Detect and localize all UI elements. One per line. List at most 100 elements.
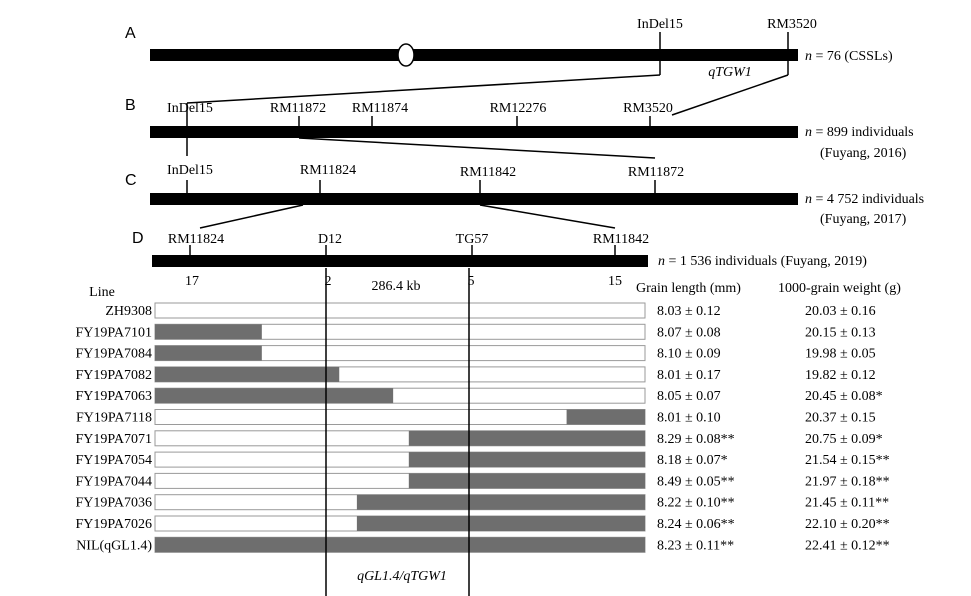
grain-length-value: 8.24 ± 0.06** xyxy=(657,517,735,532)
tgw-value: 21.97 ± 0.18** xyxy=(805,474,890,489)
genotype-row: FY19PA7071 8.29 ± 0.08** 20.75 ± 0.09* xyxy=(75,430,883,447)
grain-length-value: 8.01 ± 0.17 xyxy=(657,368,721,383)
introgression-segment xyxy=(356,494,645,510)
grain-length-value: 8.01 ± 0.10 xyxy=(657,411,721,426)
connector-c-d-right xyxy=(479,204,616,229)
panel-d-marker-tg57: TG57 xyxy=(456,232,489,247)
tgw-value: 20.75 ± 0.09* xyxy=(805,432,883,447)
panel-b-marker-rm11872: RM11872 xyxy=(270,101,326,116)
grain-length-value: 8.29 ± 0.08** xyxy=(657,432,735,447)
line-name: FY19PA7082 xyxy=(75,368,152,383)
introgression-segment xyxy=(155,345,262,361)
centromere xyxy=(397,43,415,67)
line-name: FY19PA7026 xyxy=(75,517,152,532)
connector-a-b-left xyxy=(186,74,661,104)
introgression-segment xyxy=(408,430,645,446)
tgw-value: 21.45 ± 0.11** xyxy=(805,496,889,511)
panel-b-chromosome xyxy=(150,126,798,138)
recombinant-count-tg57: 5 xyxy=(468,274,475,289)
introgression-segment xyxy=(566,409,645,425)
panel-d-n-label: n = 1 536 individuals (Fuyang, 2019) xyxy=(658,254,867,269)
panel-d-chromosome xyxy=(152,255,648,267)
tgw-value: 20.03 ± 0.16 xyxy=(805,304,876,319)
line-name: FY19PA7071 xyxy=(75,432,152,447)
recombinant-count-rm11842: 15 xyxy=(608,274,622,289)
panel-c-marker-rm11872: RM11872 xyxy=(628,165,684,180)
grain-length-value: 8.05 ± 0.07 xyxy=(657,389,721,404)
connector-c-d-left xyxy=(199,204,304,229)
genotype-row: FY19PA7054 8.18 ± 0.07* 21.54 ± 0.15** xyxy=(75,451,890,468)
panel-a-letter: A xyxy=(125,25,136,42)
introgression-segment xyxy=(155,388,394,404)
genotype-rows: ZH9308 8.03 ± 0.12 20.03 ± 0.16 FY19PA7101 8… xyxy=(75,302,890,553)
introgression-segment xyxy=(408,452,645,468)
grain-length-value: 8.10 ± 0.09 xyxy=(657,347,721,362)
chromosome-bar xyxy=(154,302,646,319)
candidate-locus-label: qGL1.4/qTGW1 xyxy=(357,569,447,584)
panel-a-n-label: n = 76 (CSSLs) xyxy=(805,49,893,64)
panel-a-marker-rm3520: RM3520 xyxy=(767,17,817,32)
panel-d-letter: D xyxy=(132,230,144,247)
line-name: ZH9308 xyxy=(105,304,152,319)
panel-a-chromosome xyxy=(150,49,798,61)
interval-distance: 286.4 kb xyxy=(372,279,421,294)
genotype-row: FY19PA7036 8.22 ± 0.10** 21.45 ± 0.11** xyxy=(75,494,889,511)
genotype-row: FY19PA7044 8.49 ± 0.05** 21.97 ± 0.18** xyxy=(75,472,890,489)
line-name: FY19PA7044 xyxy=(75,474,152,489)
recombinant-count-rm11824: 17 xyxy=(185,274,199,289)
panel-d-marker-d12: D12 xyxy=(318,232,342,247)
line-name: NIL(qGL1.4) xyxy=(76,538,152,553)
introgression-segment xyxy=(356,516,645,531)
genotype-row: NIL(qGL1.4) 8.23 ± 0.11** 22.41 ± 0.12** xyxy=(76,536,890,553)
recombinant-count-d12: 2 xyxy=(325,274,332,289)
panel-c-chromosome xyxy=(150,193,798,205)
tgw-value: 21.54 ± 0.15** xyxy=(805,453,890,468)
line-name: FY19PA7101 xyxy=(75,325,152,340)
grain-length-value: 8.23 ± 0.11** xyxy=(657,538,734,553)
genotype-row: FY19PA7118 8.01 ± 0.10 20.37 ± 0.15 xyxy=(76,409,876,426)
panel-c-marker-indel15: InDel15 xyxy=(167,163,213,178)
panel-c-marker-rm11824: RM11824 xyxy=(300,163,356,178)
locus-qtgw1: qTGW1 xyxy=(708,65,752,80)
line-name: FY19PA7084 xyxy=(75,347,152,362)
genotype-row: FY19PA7084 8.10 ± 0.09 19.98 ± 0.05 xyxy=(75,345,876,362)
panel-b-note: (Fuyang, 2016) xyxy=(820,146,907,161)
line-name: FY19PA7036 xyxy=(75,496,152,511)
panel-c-marker-rm11842: RM11842 xyxy=(460,165,516,180)
panel-b-marker-rm3520: RM3520 xyxy=(623,101,673,116)
introgression-segment xyxy=(155,324,262,340)
grain-length-value: 8.22 ± 0.10** xyxy=(657,496,735,511)
panel-c-letter: C xyxy=(125,172,137,189)
genotype-row: FY19PA7101 8.07 ± 0.08 20.15 ± 0.13 xyxy=(75,323,876,340)
genotype-row: FY19PA7026 8.24 ± 0.06** 22.10 ± 0.20** xyxy=(75,515,890,532)
genotype-row: FY19PA7082 8.01 ± 0.17 19.82 ± 0.12 xyxy=(75,366,876,383)
line-name: FY19PA7063 xyxy=(75,389,152,404)
header-grain-length: Grain length (mm) xyxy=(636,281,741,296)
line-name: FY19PA7054 xyxy=(75,453,152,468)
introgression-segment xyxy=(155,366,340,382)
panel-b-n-label: n = 899 individuals xyxy=(805,125,914,140)
panel-c-note: (Fuyang, 2017) xyxy=(820,212,907,227)
connector-b-c-right xyxy=(298,137,656,159)
grain-length-value: 8.49 ± 0.05** xyxy=(657,474,735,489)
panel-d-marker-rm11824: RM11824 xyxy=(168,232,224,247)
panel-c-n-label: n = 4 752 individuals xyxy=(805,192,924,207)
introgression-segment xyxy=(408,473,645,489)
introgression-segment xyxy=(155,537,645,553)
tgw-value: 20.37 ± 0.15 xyxy=(805,411,876,426)
tgw-value: 19.98 ± 0.05 xyxy=(805,347,876,362)
panel-a-marker-indel15: InDel15 xyxy=(637,17,683,32)
genotype-row: ZH9308 8.03 ± 0.12 20.03 ± 0.16 xyxy=(105,302,876,319)
tgw-value: 22.41 ± 0.12** xyxy=(805,538,890,553)
header-line: Line xyxy=(89,285,115,300)
grain-length-value: 8.07 ± 0.08 xyxy=(657,325,721,340)
tgw-value: 20.45 ± 0.08* xyxy=(805,389,883,404)
line-name: FY19PA7118 xyxy=(76,411,152,426)
genotype-row: FY19PA7063 8.05 ± 0.07 20.45 ± 0.08* xyxy=(75,387,883,404)
connector-a-b-right xyxy=(671,74,789,116)
panel-d-marker-rm11842: RM11842 xyxy=(593,232,649,247)
panel-b-marker-indel15: InDel15 xyxy=(167,101,213,116)
header-tgw: 1000-grain weight (g) xyxy=(778,281,901,296)
